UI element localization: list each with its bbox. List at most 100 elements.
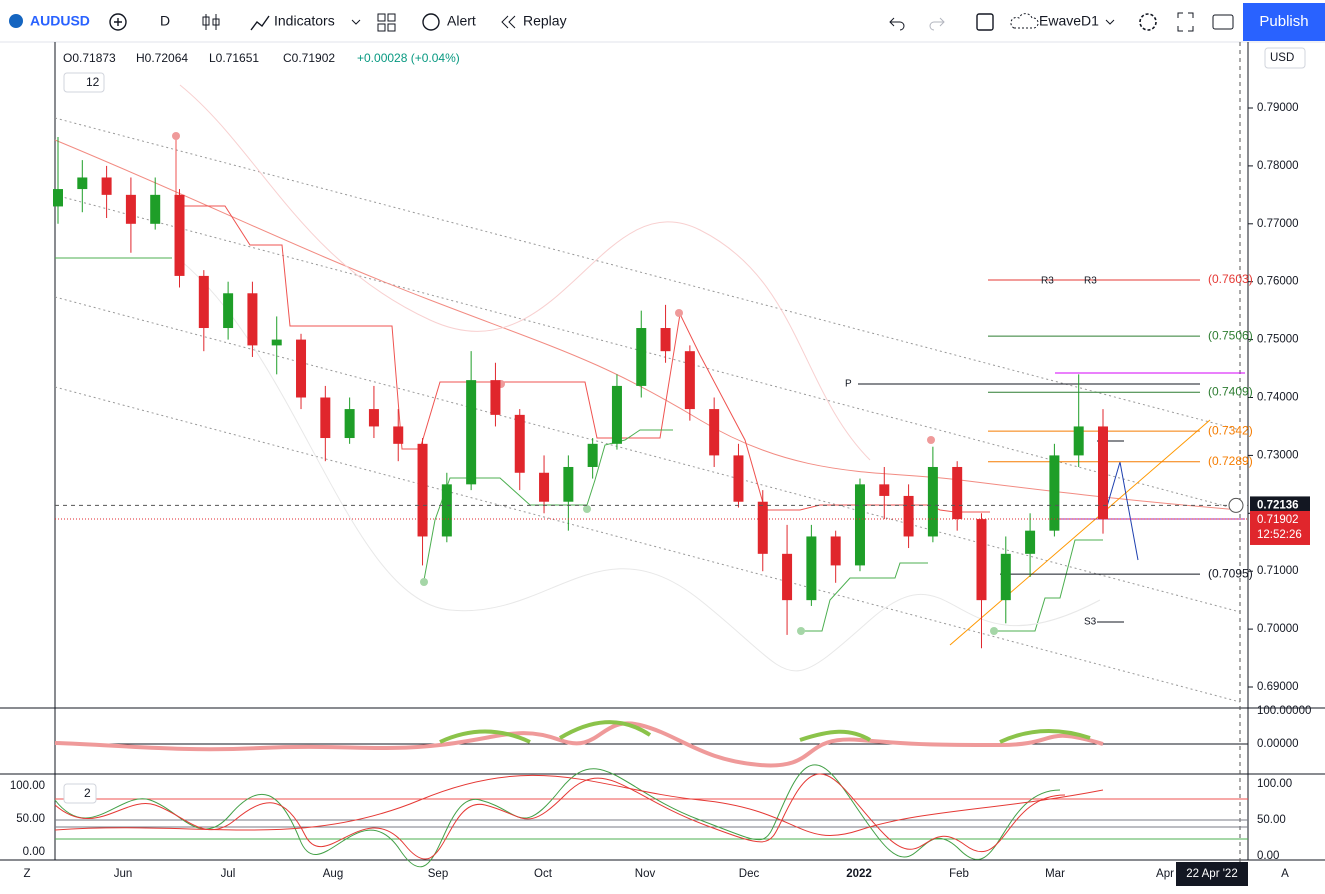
pivot-level-label: (0.7095): [1208, 566, 1253, 580]
timezone-button[interactable]: Z: [23, 868, 30, 880]
chart-type-button[interactable]: [202, 14, 220, 30]
cloud-icon: [1010, 13, 1039, 29]
layout-name[interactable]: EwaveD1: [1039, 13, 1099, 29]
interval[interactable]: D: [160, 13, 170, 29]
price-label: 0.78000: [1257, 160, 1299, 172]
compare-icon: [114, 18, 122, 26]
candle-body: [198, 275, 209, 329]
crosshair-price-box: [1250, 496, 1310, 515]
pivot-level-label: (0.7603): [1208, 272, 1253, 286]
pivot-dot: [990, 627, 998, 635]
candle-body: [174, 194, 185, 276]
price-label: 0.79000: [1257, 102, 1299, 114]
candle-body: [539, 472, 550, 502]
candle-body: [976, 519, 987, 601]
bollinger-lower: [179, 259, 1101, 672]
oscillator-line-positive: [439, 720, 1091, 744]
crosshair-plus: [1228, 497, 1244, 513]
fullscreen-select[interactable]: [976, 13, 994, 31]
replay-icon: [501, 15, 516, 29]
alert-button[interactable]: Alert: [447, 13, 476, 29]
candle-body: [709, 409, 720, 456]
candle-body: [271, 339, 282, 346]
candle-body: [927, 466, 938, 537]
pivot-name: R3: [1084, 276, 1097, 287]
ohlc-value: O0.71873: [63, 51, 116, 65]
pivot-level-label: (0.7289): [1208, 454, 1253, 468]
symbol-flag: [9, 14, 23, 28]
candle-body: [514, 414, 525, 473]
indicators-button[interactable]: Indicators: [274, 13, 335, 29]
price-label: 0.70000: [1257, 623, 1299, 635]
candle-body: [952, 466, 963, 520]
templates-button[interactable]: [377, 13, 396, 32]
redo-button[interactable]: [929, 17, 945, 31]
crosshair-price: 0.72136: [1257, 499, 1299, 511]
candle-body: [733, 455, 744, 502]
pivot-level-label: (0.7409): [1208, 384, 1253, 398]
price-label: 0.74000: [1257, 392, 1299, 404]
pivot-dot: [797, 627, 805, 635]
publish-button[interactable]: [1243, 3, 1325, 41]
layout-dropdown[interactable]: [1105, 19, 1115, 25]
indicators-icon: [250, 15, 270, 31]
candle-body: [441, 484, 452, 537]
candle-body: [611, 385, 622, 444]
time-label: 2022: [846, 868, 872, 880]
candle-body: [247, 293, 258, 346]
candle-body: [393, 426, 404, 444]
oscillator-line: [54, 721, 1104, 768]
price-label: 0.76000: [1257, 276, 1299, 288]
ohlc-value: L0.71651: [209, 51, 259, 65]
time-label: Jul: [221, 868, 236, 880]
candle-body: [1098, 426, 1108, 520]
candle-body: [223, 293, 234, 329]
pivot-name: R3: [1041, 276, 1054, 287]
channel-line: [54, 117, 1241, 431]
time-label: Dec: [739, 868, 760, 880]
pivot-dot: [172, 132, 180, 140]
auto-scale-button[interactable]: A: [1281, 868, 1289, 880]
candle-body: [782, 553, 793, 601]
fullscreen-button[interactable]: [1177, 12, 1194, 32]
slow-line: [54, 774, 1104, 837]
legend-toggle[interactable]: [63, 72, 105, 93]
osc1-top: 100.00000: [1257, 705, 1311, 717]
currency-button[interactable]: [1264, 47, 1306, 69]
ohlc-value: H0.72064: [136, 51, 188, 65]
candle-body: [563, 466, 574, 502]
price-label: 0.75000: [1257, 334, 1299, 346]
supertrend-red: [175, 136, 990, 513]
candle-body: [1049, 455, 1060, 531]
candle-body: [53, 189, 63, 207]
osc2-left-label: 0.00: [23, 846, 45, 858]
osc2-toggle[interactable]: [63, 783, 97, 804]
compare-button[interactable]: [109, 13, 127, 31]
candle-body: [368, 409, 379, 427]
currency: USD: [1270, 52, 1294, 64]
ohlc-value: +0.00028 (+0.04%): [357, 51, 460, 65]
pivot-level-label: (0.7506): [1208, 328, 1253, 342]
time-label: Apr: [1156, 868, 1174, 880]
price-label: 0.73000: [1257, 449, 1299, 461]
pivot-name: S3: [1084, 617, 1097, 628]
trendline: [949, 419, 1211, 646]
pivot-name: P: [845, 379, 852, 390]
channel-line: [54, 194, 1241, 511]
osc2-count: 2: [84, 786, 91, 800]
time-label: Feb: [949, 868, 969, 880]
indicators-dropdown[interactable]: [351, 19, 361, 25]
crosshair-date: 22 Apr '22: [1186, 868, 1237, 880]
symbol[interactable]: AUDUSD: [30, 13, 90, 29]
replay-button[interactable]: Replay: [523, 13, 567, 29]
candle-body: [490, 380, 501, 415]
undo-button[interactable]: [889, 17, 905, 31]
settings-button[interactable]: [1139, 13, 1157, 31]
price-label: 0.71000: [1257, 565, 1299, 577]
candle-body: [1025, 530, 1036, 554]
osc2-right-label: 50.00: [1257, 814, 1286, 826]
candle-body: [150, 194, 161, 224]
screenshot-button[interactable]: [1212, 14, 1234, 30]
pivot-dot: [927, 436, 935, 444]
time-label: Aug: [323, 868, 343, 880]
